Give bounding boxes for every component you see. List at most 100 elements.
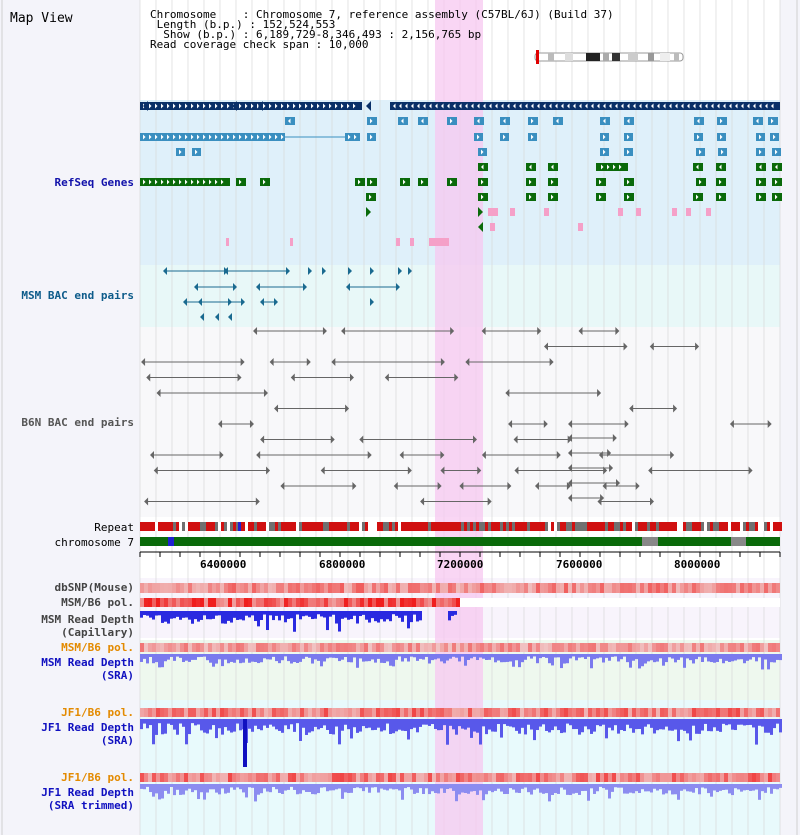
- heat-cell: [532, 583, 536, 593]
- heat-cell: [696, 773, 700, 782]
- heat-cell: [308, 598, 312, 607]
- heat-cell: [372, 773, 376, 782]
- feature-arrow: [239, 103, 242, 109]
- heat-cell: [344, 643, 348, 652]
- depth-bar: [347, 784, 350, 793]
- track-label-msm-b6-pol[interactable]: MSM/B6 pol.: [61, 596, 134, 609]
- heat-cell: [468, 583, 472, 593]
- depth-bar: [389, 611, 392, 622]
- heat-cell: [768, 643, 772, 652]
- depth-bar: [272, 611, 275, 621]
- heat-cell: [156, 773, 160, 782]
- track-label-chromosome[interactable]: chromosome 7: [54, 536, 134, 549]
- heat-cell: [348, 643, 352, 652]
- track-label-msm-depth-sra[interactable]: MSM Read Depth: [41, 656, 134, 669]
- track-label-b6n-bac[interactable]: B6N BAC end pairs: [21, 416, 134, 429]
- track-label-repeat[interactable]: Repeat: [94, 521, 134, 534]
- depth-bar: [626, 654, 629, 663]
- depth-bar: [551, 719, 554, 731]
- depth-bar: [401, 719, 404, 731]
- depth-bar: [422, 654, 425, 660]
- feature-arrow: [203, 179, 206, 185]
- repeat-segment: [362, 522, 365, 531]
- depth-bar: [500, 784, 503, 792]
- heat-cell: [492, 708, 496, 717]
- depth-bar: [293, 784, 296, 790]
- heat-cell: [296, 643, 300, 652]
- left-margin: [0, 0, 140, 835]
- depth-bar: [227, 654, 230, 664]
- track-label-msm-bac[interactable]: MSM BAC end pairs: [21, 289, 134, 302]
- gene-block-pink: [396, 238, 400, 246]
- feature-arrow: [163, 267, 167, 275]
- repeat-segment: [713, 522, 716, 531]
- feature-arrow: [420, 497, 425, 506]
- repeat-segment: [548, 522, 551, 531]
- depth-bar: [368, 784, 371, 793]
- repeat-segment: [629, 522, 632, 531]
- depth-bar: [446, 784, 449, 790]
- feature-arrow: [597, 389, 602, 397]
- feature-arrow: [759, 179, 762, 185]
- feature-arrow: [274, 404, 279, 413]
- heat-cell: [524, 643, 528, 652]
- heat-cell: [236, 598, 240, 607]
- depth-bar: [374, 784, 377, 788]
- heat-cell: [304, 643, 308, 652]
- depth-bar: [449, 719, 452, 726]
- feature-arrow: [450, 118, 453, 124]
- heat-cell: [344, 598, 348, 607]
- track-label-jf1-depth[interactable]: JF1 Read Depth: [41, 721, 134, 734]
- depth-bar: [368, 611, 371, 623]
- heat-cell: [620, 773, 624, 782]
- heat-cell: [144, 773, 148, 782]
- heat-cell: [400, 643, 404, 652]
- repeat-segment: [509, 522, 512, 531]
- depth-bar: [329, 784, 332, 791]
- depth-bar: [518, 654, 521, 668]
- depth-bar: [428, 654, 431, 664]
- heat-cell: [440, 598, 444, 607]
- heat-cell: [248, 643, 252, 652]
- track-label-jf1-b6-pol-trim[interactable]: JF1/B6 pol.: [61, 771, 134, 784]
- feature-arrow: [239, 134, 242, 140]
- depth-bar: [452, 719, 455, 730]
- heat-cell: [232, 708, 236, 717]
- heat-cell: [768, 708, 772, 717]
- depth-bar: [221, 654, 224, 667]
- heat-cell: [340, 643, 344, 652]
- heat-cell: [432, 598, 436, 607]
- heat-cell: [176, 583, 180, 593]
- depth-bar: [560, 654, 563, 669]
- heat-cell: [712, 643, 716, 652]
- track-label-jf1-b6-pol[interactable]: JF1/B6 pol.: [61, 706, 134, 719]
- depth-bar: [665, 784, 668, 794]
- depth-bar: [494, 784, 497, 791]
- heat-cell: [364, 708, 368, 717]
- repeat-segment: [455, 522, 458, 531]
- feature-arrow: [603, 118, 606, 124]
- track-label-jf1-trim-sub: (SRA trimmed): [47, 799, 134, 812]
- repeat-segment: [425, 522, 428, 531]
- depth-bar: [650, 719, 653, 728]
- heat-cell: [304, 598, 308, 607]
- depth-bar: [485, 784, 488, 795]
- feature-arrow: [440, 466, 445, 475]
- depth-bar: [176, 654, 179, 657]
- track-label-refseq[interactable]: RefSeq Genes: [54, 176, 134, 189]
- depth-bar: [197, 654, 200, 658]
- heat-cell: [348, 773, 352, 782]
- repeat-segment: [473, 522, 476, 531]
- heat-cell: [484, 773, 488, 782]
- track-label-jf1-trim[interactable]: JF1 Read Depth: [41, 786, 134, 799]
- depth-bar: [620, 654, 623, 660]
- heat-cell: [692, 708, 696, 717]
- track-label-msm-b6-pol-sra[interactable]: MSM/B6 pol.: [61, 641, 134, 654]
- depth-bar: [215, 719, 218, 739]
- depth-bar: [725, 719, 728, 726]
- track-label-msm-depth-cap[interactable]: MSM Read Depth: [41, 613, 134, 626]
- track-label-dbsnp[interactable]: dbSNP(Mouse): [54, 581, 134, 594]
- depth-bar: [599, 784, 602, 787]
- depth-bar: [743, 719, 746, 726]
- heat-cell: [456, 643, 460, 652]
